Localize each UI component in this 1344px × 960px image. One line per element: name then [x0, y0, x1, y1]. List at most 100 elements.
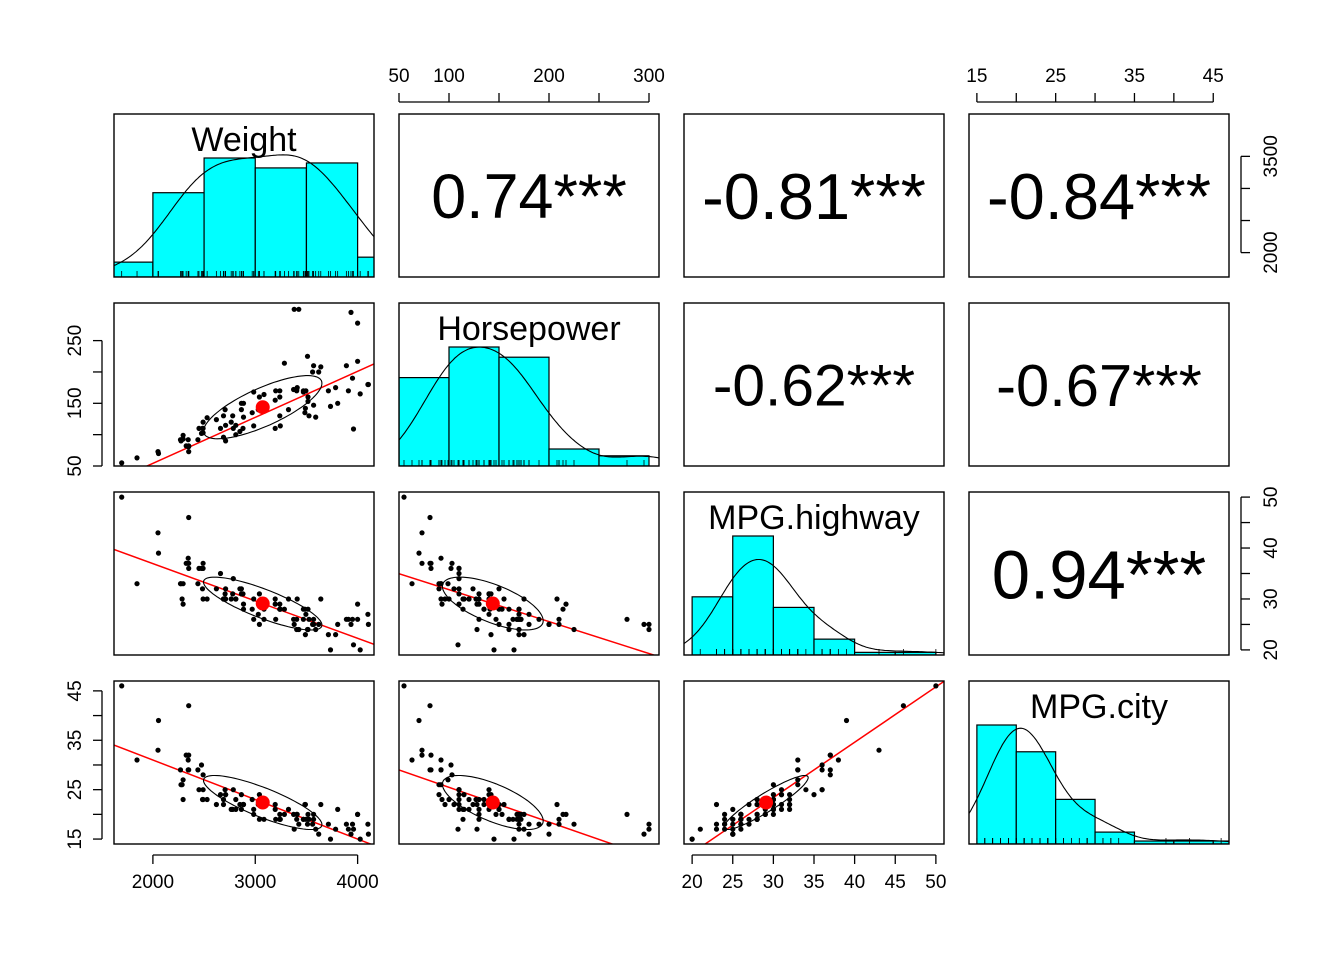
data-point: [196, 565, 202, 572]
histogram-bar: [254, 167, 308, 277]
data-point: [689, 836, 695, 842]
data-point: [536, 616, 542, 622]
data-point: [446, 796, 452, 803]
data-point: [738, 811, 744, 818]
data-point: [294, 626, 300, 633]
data-point: [134, 757, 140, 763]
data-point: [220, 801, 227, 808]
data-point: [294, 388, 300, 394]
data-point: [409, 757, 415, 763]
data-point: [787, 806, 793, 813]
data-point: [311, 816, 317, 822]
data-point: [713, 826, 720, 832]
data-point: [180, 432, 186, 438]
data-point: [428, 560, 434, 566]
data-point: [827, 752, 833, 758]
data-point: [355, 811, 361, 818]
data-point: [350, 826, 357, 832]
data-point: [449, 772, 455, 778]
data-point: [419, 560, 425, 566]
data-point: [230, 591, 236, 597]
data-point: [277, 811, 283, 818]
data-point: [230, 576, 236, 582]
data-point: [456, 576, 462, 582]
data-point: [325, 632, 331, 638]
data-point: [476, 616, 482, 622]
data-point: [240, 606, 247, 612]
correlation-value: 0.74***: [431, 162, 627, 232]
data-point: [401, 494, 407, 500]
data-point: [311, 616, 317, 622]
tick-label-bottom-mpg-highway: 45: [885, 872, 906, 893]
data-point: [476, 796, 482, 803]
data-point: [697, 826, 703, 832]
data-point: [240, 601, 247, 607]
data-point: [521, 596, 527, 602]
data-point: [446, 596, 452, 602]
histogram-horsepower: [399, 346, 659, 466]
data-point: [526, 611, 532, 617]
data-point: [521, 811, 527, 818]
tick-label-bottom-mpg-highway: 40: [844, 872, 865, 893]
data-point: [291, 621, 297, 628]
data-point: [200, 560, 206, 566]
data-point: [516, 632, 522, 638]
data-point: [233, 596, 239, 602]
data-point: [624, 616, 630, 622]
data-point: [521, 632, 527, 638]
histogram-bar: [691, 596, 734, 655]
data-point: [345, 388, 351, 394]
data-point: [496, 621, 502, 628]
data-point: [521, 826, 527, 832]
data-point: [240, 400, 247, 406]
data-point: [355, 358, 361, 364]
data-point: [439, 601, 445, 607]
tick-label-left-mpg-city: 35: [65, 730, 86, 751]
data-point: [223, 422, 229, 428]
data-point: [251, 423, 257, 429]
data-point: [460, 606, 466, 612]
data-point: [300, 389, 306, 395]
data-point: [185, 555, 191, 561]
data-point: [554, 801, 560, 808]
data-point: [220, 413, 227, 419]
regression-line: [114, 548, 374, 645]
data-point: [281, 811, 287, 818]
data-point: [185, 437, 191, 443]
data-point: [327, 403, 334, 409]
histogram-bar: [1015, 751, 1057, 844]
data-point: [277, 394, 283, 400]
data-point: [233, 796, 239, 803]
data-point: [787, 796, 793, 803]
data-point: [291, 826, 297, 832]
density-curve: [684, 558, 944, 654]
tick-label-bottom-mpg-highway: 25: [722, 872, 743, 893]
data-point: [345, 826, 351, 832]
data-point: [730, 831, 736, 837]
data-point: [294, 616, 300, 622]
data-point: [237, 801, 243, 808]
data-point: [230, 413, 236, 419]
data-point: [251, 596, 257, 602]
data-point: [491, 836, 497, 842]
data-point: [470, 586, 476, 592]
data-point: [119, 494, 125, 500]
data-point: [795, 767, 801, 773]
data-point: [795, 757, 801, 763]
data-point: [180, 777, 186, 783]
tick-label-right-weight: 2000: [1261, 231, 1282, 273]
data-point: [296, 821, 302, 827]
data-point: [456, 586, 462, 592]
data-point: [770, 806, 777, 813]
panel-frame: [398, 680, 660, 845]
data-point: [179, 596, 185, 602]
data-point: [448, 762, 454, 768]
tick-label-bottom-mpg-highway: 20: [682, 872, 703, 893]
data-point: [183, 752, 189, 758]
data-point: [506, 626, 512, 633]
data-point: [318, 364, 324, 370]
tick-label-bottom-mpg-highway: 30: [763, 872, 784, 893]
data-point: [416, 717, 422, 724]
data-point: [273, 616, 279, 622]
data-point: [343, 616, 349, 622]
